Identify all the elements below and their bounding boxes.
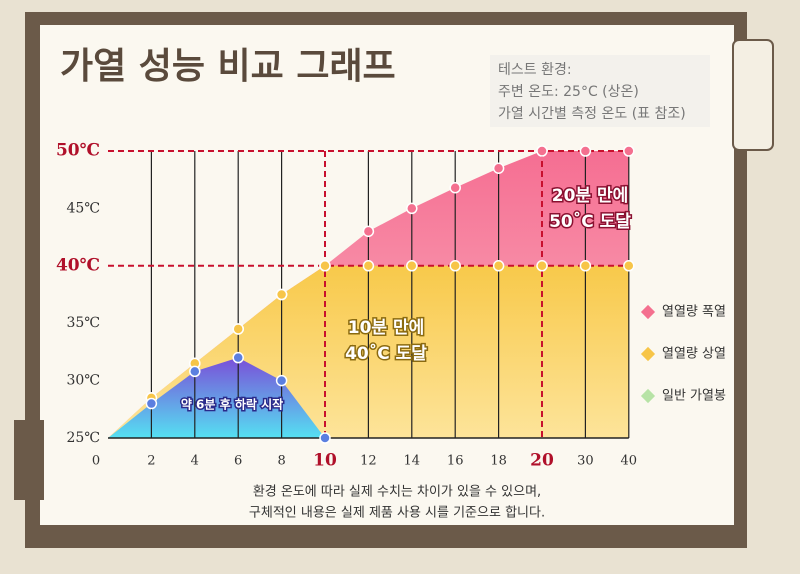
data-point — [232, 323, 244, 335]
data-point — [492, 162, 505, 174]
x-tick-label: 20 — [530, 451, 554, 471]
legend-label: 일반 가열봉 — [662, 389, 726, 404]
x-tick-label: 12 — [360, 454, 377, 469]
x-tick-label: 6 — [234, 454, 242, 469]
data-point — [145, 397, 158, 410]
legend-marker — [640, 304, 656, 320]
x-tick-label: 2 — [147, 454, 155, 469]
data-point — [362, 260, 375, 272]
info-box — [490, 55, 710, 127]
data-point — [449, 260, 461, 272]
data-point — [536, 145, 548, 157]
y-tick-label: 40℃ — [56, 255, 100, 275]
data-point — [275, 374, 288, 387]
chart-title: 가열 성능 비교 그래프 — [60, 46, 396, 87]
data-point — [623, 145, 635, 157]
data-point — [275, 288, 288, 301]
data-point — [492, 260, 505, 272]
x-tick-label: 4 — [191, 454, 199, 469]
y-tick-label: 30℃ — [67, 373, 100, 389]
legend-label: 열열량 폭열 — [662, 305, 726, 320]
annotation: 40˚C 도달 — [345, 342, 427, 364]
x-tick-label: 10 — [313, 451, 337, 471]
data-point — [319, 432, 331, 444]
x-tick-label: 18 — [490, 454, 507, 469]
x-tick-label: 30 — [577, 454, 594, 469]
data-point — [579, 145, 592, 157]
data-point — [536, 260, 548, 272]
legend-marker — [640, 346, 656, 362]
footer-note: 구체적인 내용은 실제 제품 사용 시를 기준으로 합니다. — [249, 506, 545, 521]
y-tick-label: 35℃ — [67, 315, 100, 331]
x-tick-label: 14 — [404, 454, 421, 469]
legend-label: 열열량 상열 — [662, 347, 726, 362]
emblem — [732, 39, 774, 151]
data-point — [232, 351, 244, 364]
x-tick-label: 16 — [447, 454, 464, 469]
data-point — [319, 260, 331, 272]
annotation: 20분 만에 — [552, 186, 629, 206]
data-point — [189, 365, 201, 378]
data-point — [406, 202, 418, 215]
y-tick-label: 45℃ — [67, 200, 100, 216]
legend-marker — [640, 388, 656, 404]
annotation: 10분 만에 — [348, 318, 425, 338]
footer-note: 환경 온도에 따라 실제 수치는 차이가 있을 수 있으며, — [253, 485, 541, 500]
annotation: 50˚C 도달 — [549, 210, 631, 232]
info-line: 주변 온도: 25°C (상온) — [498, 84, 639, 100]
x-tick-label: 0 — [92, 454, 100, 469]
data-point — [449, 181, 461, 194]
y-tick-label: 50℃ — [56, 141, 100, 161]
y-tick-label: 25℃ — [67, 430, 100, 446]
data-point — [362, 225, 375, 238]
data-point — [623, 260, 635, 272]
frame-tab — [14, 420, 44, 500]
annotation: 약 6분 후 하락 시작 — [181, 397, 283, 412]
x-tick-label: 8 — [277, 454, 285, 469]
data-point — [406, 260, 418, 272]
data-point — [579, 260, 592, 272]
info-line: 테스트 환경: — [498, 62, 572, 78]
info-line: 가열 시간별 측정 온도 (표 참조) — [498, 106, 686, 122]
area — [108, 357, 325, 438]
x-tick-label: 40 — [621, 454, 638, 469]
